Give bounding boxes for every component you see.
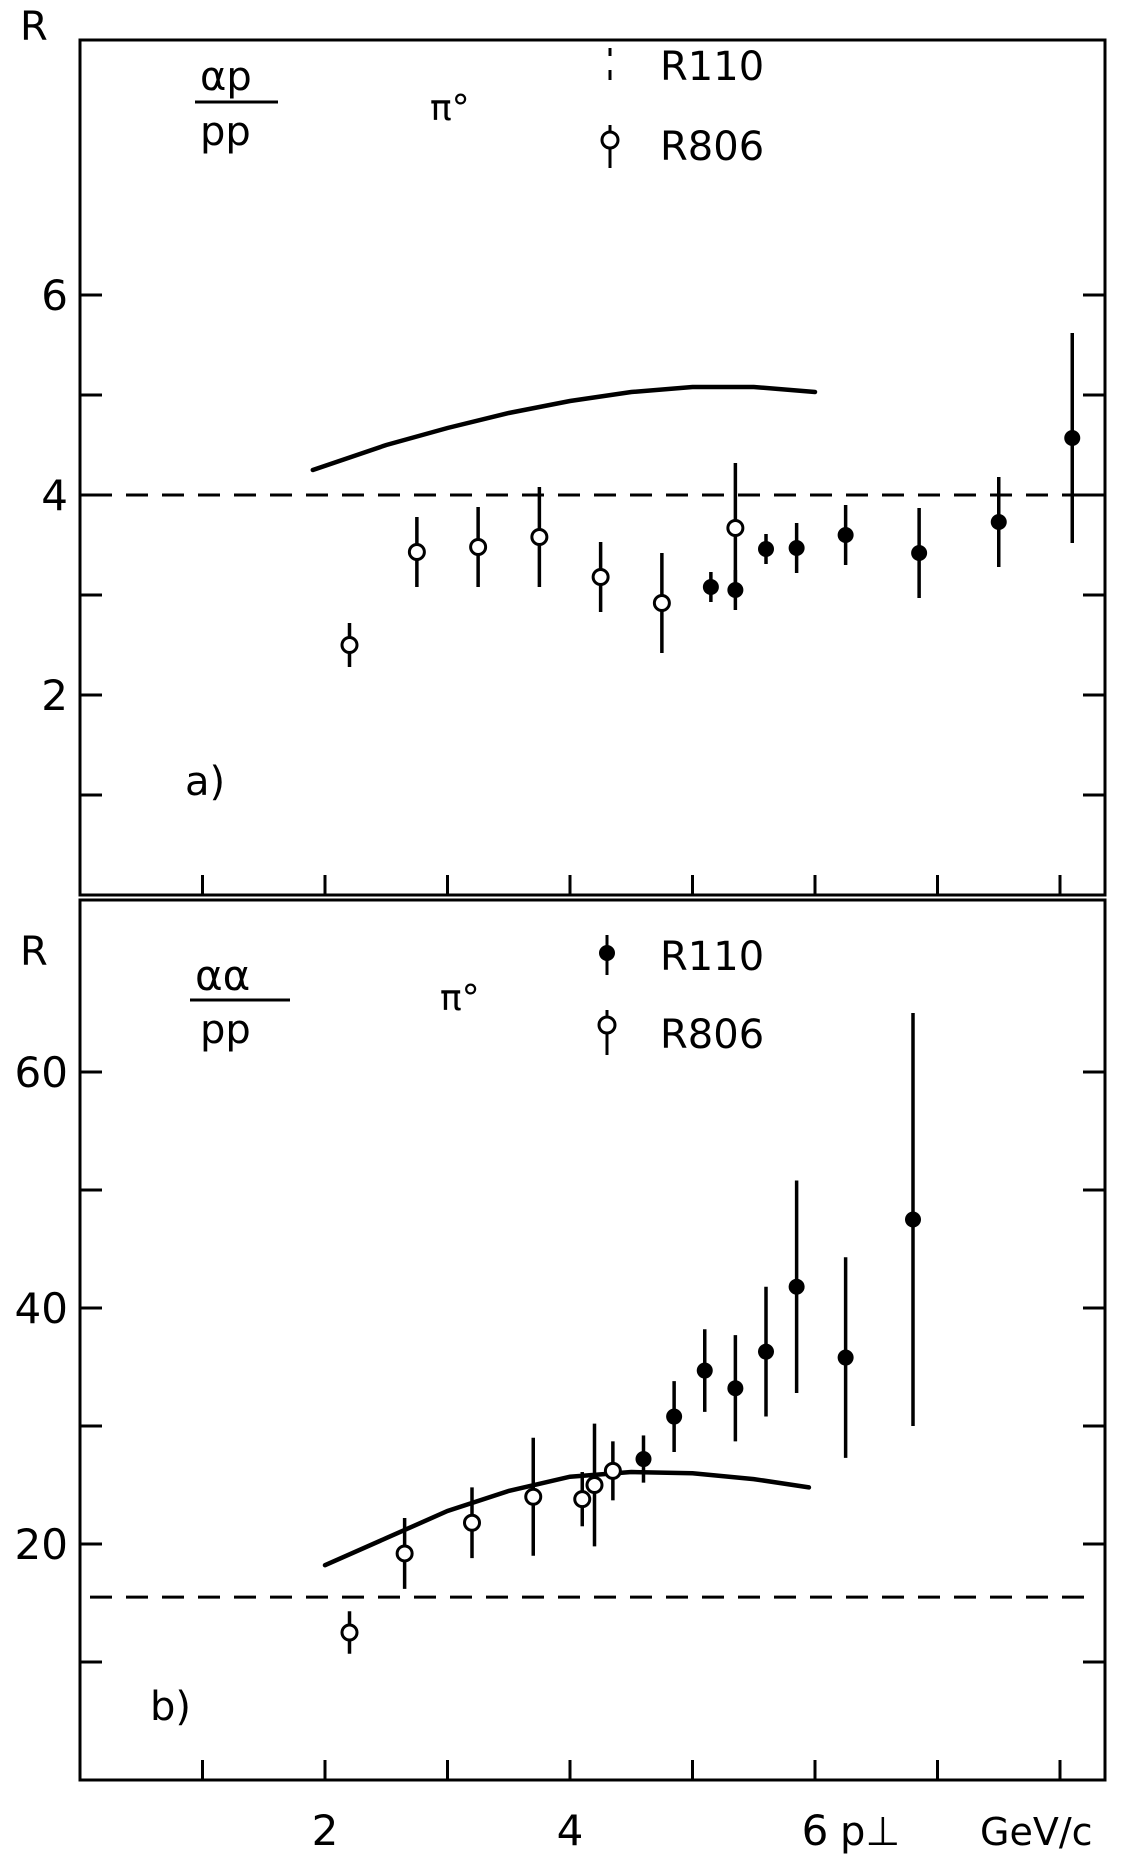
panel-a-plot: 2 4 6	[41, 38, 1107, 897]
panel-b-r110-point	[666, 1408, 683, 1425]
panel-a-y-tick-label: 2	[41, 671, 68, 720]
panel-b-legend: R110 R806	[597, 934, 764, 1058]
panel-b-label: b)	[150, 1684, 191, 1730]
x-axis-title: p⊥	[840, 1809, 900, 1855]
panel-b-r806-point	[340, 1623, 359, 1642]
panel-b-frame	[78, 898, 1107, 1782]
panel-a-theory-curve	[310, 384, 818, 473]
panel-b-legend-r806-marker	[597, 1010, 617, 1055]
panel-a-r806-point	[340, 636, 359, 654]
panel-b-ratio-numerator: αα	[195, 951, 250, 1000]
panel-b-plot: 20 40 60 2 4 6	[15, 898, 1107, 1855]
panel-b-r806-point	[585, 1476, 604, 1494]
panel-a-y-tick-label: 6	[41, 271, 68, 320]
panel-a-label: a)	[185, 759, 225, 805]
panel-b-legend-r110-label: R110	[660, 934, 764, 980]
panel-b-r110-point	[788, 1278, 805, 1295]
panel-a-legend-r806-label: R806	[660, 124, 764, 170]
panel-a-r110-point	[837, 527, 854, 543]
panel-a-y-axis-title: R	[20, 4, 48, 50]
panel-b-y-tick-label: 40	[15, 1284, 68, 1333]
panel-b-y-axis-title: R	[20, 929, 48, 975]
panel-a-r806-point	[469, 538, 488, 556]
panel-a-r110-point	[727, 582, 744, 598]
panel-b-ratio-denominator: pp	[200, 1007, 251, 1053]
panel-a-y-tick-label: 4	[41, 471, 68, 520]
panel-a-r110-point	[911, 545, 928, 561]
panel-a-r110-point	[1064, 430, 1081, 446]
panel-a-r806-point	[530, 528, 549, 546]
panel-b-particle-label: π°	[440, 978, 480, 1019]
panel-a-r110-point	[758, 541, 774, 557]
panel-b-y-tick-label: 60	[15, 1048, 68, 1097]
panel-a-r806-point	[652, 594, 671, 612]
panel-b-r806-point	[395, 1544, 414, 1563]
panel-b-y-tick-label: 20	[15, 1520, 68, 1569]
panel-b-legend-r110-marker	[599, 935, 615, 975]
panel-a-r806-point	[726, 519, 745, 537]
panel-a-ratio-denominator: pp	[200, 109, 251, 155]
panel-b-r110-point	[758, 1343, 774, 1360]
panel-a-r110-point	[990, 514, 1007, 530]
panel-b-r806-point	[573, 1490, 592, 1509]
panel-b-r110-point	[727, 1380, 744, 1397]
panel-b-r806-point	[524, 1487, 543, 1506]
panel-b-r110-point	[837, 1349, 854, 1366]
panel-a-legend-r110-label: R110	[660, 44, 764, 90]
panel-a-ratio-numerator: αp	[200, 54, 252, 100]
panel-b-r110-point	[635, 1451, 652, 1468]
x-tick-label: 2	[312, 1806, 339, 1855]
panel-a-legend-r806-marker	[600, 125, 620, 168]
panel-a-legend: R110 R806	[600, 44, 764, 170]
panel-b-r110-point	[905, 1211, 921, 1228]
panel-b-legend-r806-label: R806	[660, 1012, 764, 1058]
panel-a-frame	[78, 38, 1107, 897]
panel-a-r110-point	[788, 540, 805, 556]
panel-b-r110-point	[696, 1362, 713, 1379]
panel-b-theory-curve	[322, 1469, 812, 1568]
panel-a-r806-point	[407, 543, 426, 561]
panel-b-r806-point	[603, 1461, 622, 1480]
panel-a-r110-point	[702, 579, 719, 595]
panel-b-r806-point	[463, 1513, 481, 1532]
panel-a-r806-point	[591, 568, 610, 586]
x-axis-unit: GeV/c	[980, 1810, 1093, 1854]
x-tick-label: 4	[557, 1806, 584, 1855]
panel-a: R αp pp π° R110 R806 a) 2 4 6	[20, 4, 1107, 897]
panel-a-particle-label: π°	[430, 88, 470, 129]
panel-b: R αα pp π° R110 R806 b) 20 40 60 2 4 6 p⊥ GeV…	[15, 898, 1107, 1855]
x-tick-label: 6	[802, 1806, 829, 1855]
